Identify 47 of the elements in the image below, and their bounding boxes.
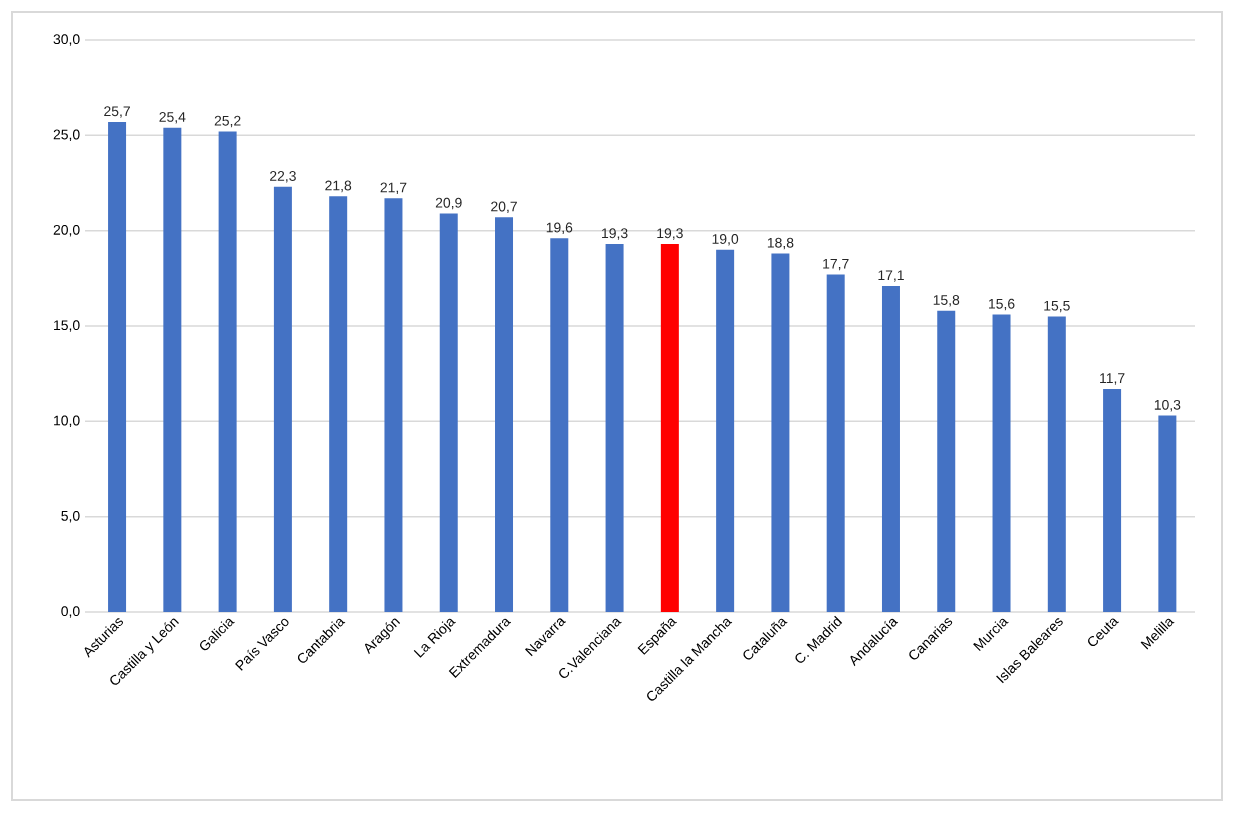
bar (716, 249, 735, 612)
y-tick-label: 5,0 (61, 510, 80, 523)
bar (384, 198, 403, 612)
data-label: 17,7 (823, 258, 849, 271)
y-tick-label: 0,0 (61, 606, 80, 618)
bar (218, 131, 237, 612)
bar (660, 244, 679, 612)
data-label: 15,8 (933, 295, 960, 307)
bar (1103, 388, 1122, 612)
data-label: 21,8 (325, 180, 352, 193)
bar (1047, 316, 1066, 612)
bar (605, 244, 624, 612)
bar (273, 186, 292, 612)
bar (1158, 415, 1177, 612)
y-tick-label: 25,0 (53, 129, 80, 142)
y-tick-label: 10,0 (54, 415, 80, 428)
bar (495, 217, 514, 612)
data-label: 11,7 (1100, 373, 1125, 385)
data-label: 25,2 (214, 115, 241, 128)
data-label: 19,0 (712, 234, 739, 246)
data-label: 21,7 (380, 182, 407, 195)
bar (826, 274, 845, 612)
data-label: 18,8 (767, 237, 794, 250)
y-tick-label: 30,0 (53, 34, 80, 46)
data-label: 20,9 (435, 197, 462, 210)
data-label: 19,3 (602, 228, 628, 240)
data-label: 19,3 (657, 228, 683, 240)
bar (439, 213, 458, 612)
data-label: 25,7 (104, 106, 130, 118)
data-label: 19,6 (546, 222, 573, 235)
bar (108, 121, 127, 612)
bar (937, 310, 956, 612)
data-label: 10,3 (1154, 399, 1181, 412)
data-label: 22,3 (270, 171, 296, 183)
bar (550, 238, 569, 612)
bar (329, 196, 348, 612)
data-label: 17,1 (878, 270, 904, 282)
bar (992, 314, 1011, 612)
bar (881, 285, 900, 612)
data-label: 15,6 (989, 298, 1015, 311)
data-label: 25,4 (159, 111, 186, 124)
y-tick-label: 15,0 (54, 320, 80, 332)
y-tick-label: 20,0 (53, 224, 80, 237)
bar (771, 253, 790, 612)
bar (163, 127, 182, 612)
data-label: 20,7 (491, 201, 517, 214)
data-label: 15,5 (1044, 300, 1070, 313)
